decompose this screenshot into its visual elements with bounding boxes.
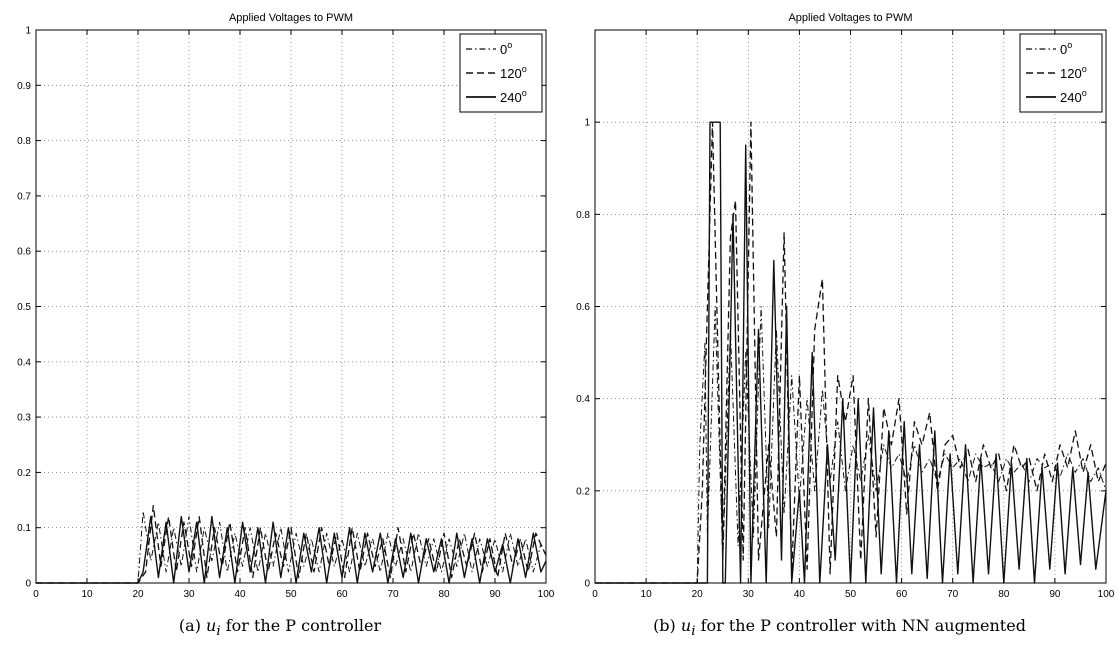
chart-a-ytick-label-5: 0.5: [17, 302, 31, 313]
chart-b-xtick-label-5: 50: [845, 589, 857, 600]
chart-a-ytick-label-1: 0.1: [17, 523, 31, 534]
chart-b-xtick-label-1: 10: [641, 589, 653, 600]
chart-b-caption-var: u: [680, 616, 692, 635]
chart-panel-a: Applied Voltages to PWM 0 10 20 30 40 50 60 70 80…: [0, 12, 560, 639]
chart-a-ytick-label-8: 0.8: [17, 136, 31, 147]
chart-b-legend-label-120: 120o: [1060, 64, 1087, 81]
chart-b-xtick-label-4: 40: [794, 589, 806, 600]
chart-a-legend-label-240: 240o: [500, 88, 527, 105]
chart-b-caption: (b) ui for the P controller with NN augm…: [560, 616, 1119, 639]
chart-a-ytick-label-3: 0.3: [17, 413, 31, 424]
chart-a-xtick-label-7: 70: [387, 589, 399, 600]
chart-b-ytick-label-5: 1: [584, 118, 590, 129]
chart-a-ytick-label-10: 1: [25, 26, 31, 37]
chart-a-caption: (a) ui for the P controller: [0, 616, 560, 639]
chart-b-title: Applied Voltages to PWM: [788, 12, 912, 24]
chart-b-xtick-label-0: 0: [592, 589, 598, 600]
chart-a-xtick-label-3: 30: [183, 589, 195, 600]
chart-panel-b: Applied Voltages to PWM 0 10 20 30 40 50 60 70 80…: [560, 0, 1119, 645]
chart-a-xtick-label-10: 100: [538, 589, 555, 600]
chart-a-title: Applied Voltages to PWM: [229, 12, 353, 24]
chart-a-caption-sub: i: [216, 624, 221, 640]
chart-a-xtick-label-4: 40: [234, 589, 246, 600]
chart-b-series-120: [595, 121, 1107, 584]
chart-a-ytick-label-6: 0.6: [17, 247, 31, 258]
chart-b-xtick-label-6: 60: [896, 589, 908, 600]
chart-b-series-240: [595, 121, 1107, 584]
chart-a-series-240: [36, 515, 547, 584]
chart-b-xtick-label-7: 70: [947, 589, 959, 600]
chart-b-ytick-label-4: 0.8: [576, 210, 590, 221]
chart-b-xtick-label-9: 90: [1049, 589, 1061, 600]
chart-b-ytick-label-0: 0: [584, 579, 590, 590]
chart-a-xtick-label-0: 0: [33, 589, 39, 600]
chart-a-legend-degree-0: o: [507, 40, 512, 50]
chart-b-legend-degree-0: o: [1067, 40, 1072, 50]
chart-b-caption-prefix: (b): [653, 616, 676, 635]
chart-a-legend-degree-240: o: [522, 88, 527, 98]
chart-a-xtick-label-2: 20: [132, 589, 144, 600]
chart-b-xtick-label-10: 100: [1098, 589, 1115, 600]
chart-a-xtick-label-9: 90: [489, 589, 501, 600]
chart-a-caption-text: for the P controller: [225, 616, 382, 635]
chart-a-caption-prefix: (a): [178, 616, 201, 635]
chart-a-ytick-label-7: 0.7: [17, 191, 31, 202]
chart-a-ytick-label-2: 0.2: [17, 468, 31, 479]
chart-b-ytick-label-2: 0.4: [576, 394, 590, 405]
chart-b-xtick-label-2: 20: [692, 589, 704, 600]
chart-a-ytick-label-0: 0: [25, 579, 31, 590]
chart-a-legend-label-120: 120o: [500, 64, 527, 81]
chart-a-ytick-label-4: 0.4: [17, 357, 31, 368]
chart-a-legend-degree-120: o: [522, 64, 527, 74]
chart-b-caption-sub: i: [691, 624, 696, 640]
chart-b-ytick-label-3: 0.6: [576, 302, 590, 313]
chart-a-xtick-label-1: 10: [81, 589, 93, 600]
chart-b-legend-box: [1019, 33, 1103, 113]
chart-b-legend-degree-120: o: [1082, 64, 1087, 74]
chart-a-xtick-label-6: 60: [336, 589, 348, 600]
chart-b-xtick-label-3: 30: [743, 589, 755, 600]
chart-a-series-120: [36, 504, 547, 584]
chart-b-xtick-label-8: 80: [998, 589, 1010, 600]
chart-a-legend-box: [459, 33, 543, 113]
chart-b-legend-degree-240: o: [1082, 88, 1087, 98]
chart-b-series-0: [595, 306, 1107, 584]
chart-a-xtick-label-5: 50: [285, 589, 297, 600]
chart-a-xtick-label-8: 80: [438, 589, 450, 600]
chart-b-legend-label-240: 240o: [1060, 88, 1087, 105]
chart-b-caption-text: for the P controller with NN augmented: [700, 616, 1026, 635]
chart-a-ytick-label-9: 0.9: [17, 81, 31, 92]
chart-a-caption-var: u: [206, 616, 217, 635]
chart-b-ytick-label-1: 0.2: [576, 486, 590, 497]
